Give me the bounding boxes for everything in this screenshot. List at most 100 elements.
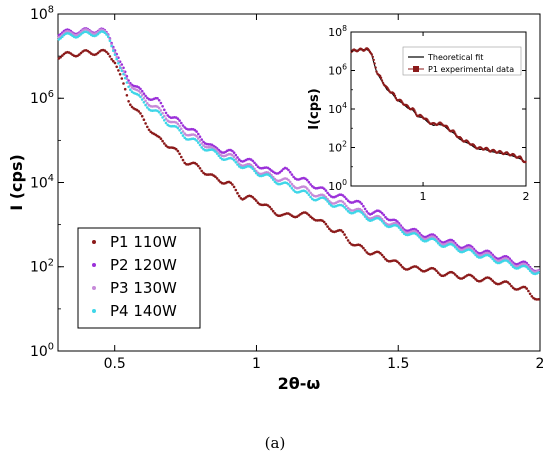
main-data-point bbox=[362, 204, 365, 208]
inset-legend-box bbox=[402, 46, 522, 76]
inset-data-point bbox=[374, 66, 377, 69]
main-data-point bbox=[178, 124, 181, 128]
main-data-point bbox=[397, 262, 401, 265]
inset-y-tick-label: 100 bbox=[328, 178, 347, 193]
main-data-point bbox=[144, 94, 147, 98]
main-data-point bbox=[345, 236, 348, 239]
main-x-tick-label: 1.5 bbox=[387, 356, 409, 372]
main-data-point bbox=[278, 170, 282, 174]
main-data-point bbox=[139, 95, 142, 99]
inset-data-point bbox=[373, 62, 376, 65]
main-data-point bbox=[103, 31, 107, 34]
main-data-point bbox=[292, 184, 295, 188]
main-data-point bbox=[268, 174, 272, 177]
main-data-point bbox=[322, 187, 326, 191]
main-data-point bbox=[506, 281, 510, 284]
main-data-point bbox=[290, 173, 294, 176]
inset-y-tick-label: 102 bbox=[328, 139, 347, 154]
main-data-point bbox=[110, 57, 113, 61]
legend-square-marker bbox=[413, 66, 419, 72]
main-data-point bbox=[142, 118, 146, 121]
main-data-point bbox=[198, 135, 202, 138]
main-data-point bbox=[79, 51, 83, 55]
main-data-point bbox=[309, 183, 312, 186]
main-data-point bbox=[234, 188, 238, 192]
main-data-point bbox=[363, 207, 367, 211]
inset-data-point bbox=[375, 70, 378, 73]
main-data-point bbox=[200, 146, 203, 149]
main-data-point bbox=[508, 282, 512, 286]
main-data-point bbox=[399, 228, 403, 231]
main-data-point bbox=[197, 141, 200, 144]
main-data-point bbox=[453, 273, 457, 276]
main-data-point bbox=[147, 128, 151, 132]
main-data-point bbox=[510, 284, 513, 288]
main-data-point bbox=[105, 50, 108, 54]
main-data-point bbox=[328, 227, 331, 231]
main-data-point bbox=[231, 183, 234, 186]
main-data-point bbox=[197, 164, 200, 168]
main-y-tick-label: 108 bbox=[30, 5, 54, 23]
main-data-point bbox=[197, 132, 200, 136]
inset-data-point bbox=[519, 156, 523, 159]
main-data-point bbox=[122, 82, 125, 85]
main-data-point bbox=[232, 185, 236, 189]
main-data-point bbox=[137, 110, 141, 113]
main-data-point bbox=[254, 163, 258, 166]
legend-box bbox=[77, 227, 201, 329]
main-data-point bbox=[217, 179, 221, 182]
main-data-point bbox=[232, 151, 236, 154]
main-data-point bbox=[142, 92, 146, 95]
main-data-point bbox=[176, 117, 180, 120]
main-data-point bbox=[305, 212, 309, 215]
main-data-point bbox=[401, 265, 404, 269]
main-x-tick-label: 1 bbox=[252, 356, 261, 372]
main-x-tick-label: 0.5 bbox=[104, 356, 126, 372]
main-data-point bbox=[362, 213, 365, 216]
main-data-point bbox=[115, 65, 118, 69]
inset-data-point bbox=[370, 53, 373, 56]
main-data-point bbox=[108, 55, 112, 58]
main-data-point bbox=[309, 191, 312, 195]
main-data-point bbox=[382, 255, 386, 259]
main-data-point bbox=[270, 176, 273, 179]
main-data-point bbox=[491, 279, 495, 283]
main-data-point bbox=[106, 52, 110, 56]
main-data-point bbox=[122, 72, 125, 76]
main-data-point bbox=[180, 155, 183, 159]
main-data-point bbox=[61, 54, 64, 57]
main-data-point bbox=[157, 135, 161, 139]
main-data-point bbox=[215, 152, 219, 155]
main-data-point bbox=[346, 239, 350, 242]
main-data-point bbox=[251, 159, 255, 163]
main-data-point bbox=[307, 180, 311, 184]
main-data-point bbox=[163, 142, 166, 145]
main-data-point bbox=[348, 241, 352, 245]
main-data-point bbox=[181, 130, 185, 133]
main-data-point bbox=[358, 200, 362, 204]
main-data-point bbox=[304, 185, 307, 189]
main-data-point bbox=[324, 198, 328, 201]
main-data-point bbox=[453, 245, 457, 249]
inset-data-point bbox=[454, 132, 457, 135]
main-data-point bbox=[146, 125, 149, 129]
legend-label-theoretical-fit: Theoretical fit bbox=[427, 53, 483, 62]
main-data-point bbox=[231, 149, 234, 153]
main-data-point bbox=[178, 119, 181, 122]
main-data-point bbox=[253, 197, 256, 201]
main-data-point bbox=[195, 130, 198, 133]
main-data-point bbox=[270, 207, 273, 211]
main-data-point bbox=[360, 202, 364, 206]
main-x-axis-title: 2θ-ω bbox=[278, 374, 321, 393]
main-data-point bbox=[159, 113, 163, 116]
main-data-point bbox=[288, 170, 292, 174]
main-data-point bbox=[326, 200, 329, 203]
main-legend: P1 110W P2 120W P3 130W P4 140W bbox=[77, 227, 201, 329]
main-data-point bbox=[231, 153, 234, 157]
main-data-point bbox=[127, 100, 130, 103]
main-data-point bbox=[161, 105, 164, 108]
main-data-point bbox=[307, 213, 311, 217]
main-data-point bbox=[163, 119, 166, 122]
main-data-point bbox=[156, 97, 159, 100]
main-data-point bbox=[127, 85, 130, 89]
